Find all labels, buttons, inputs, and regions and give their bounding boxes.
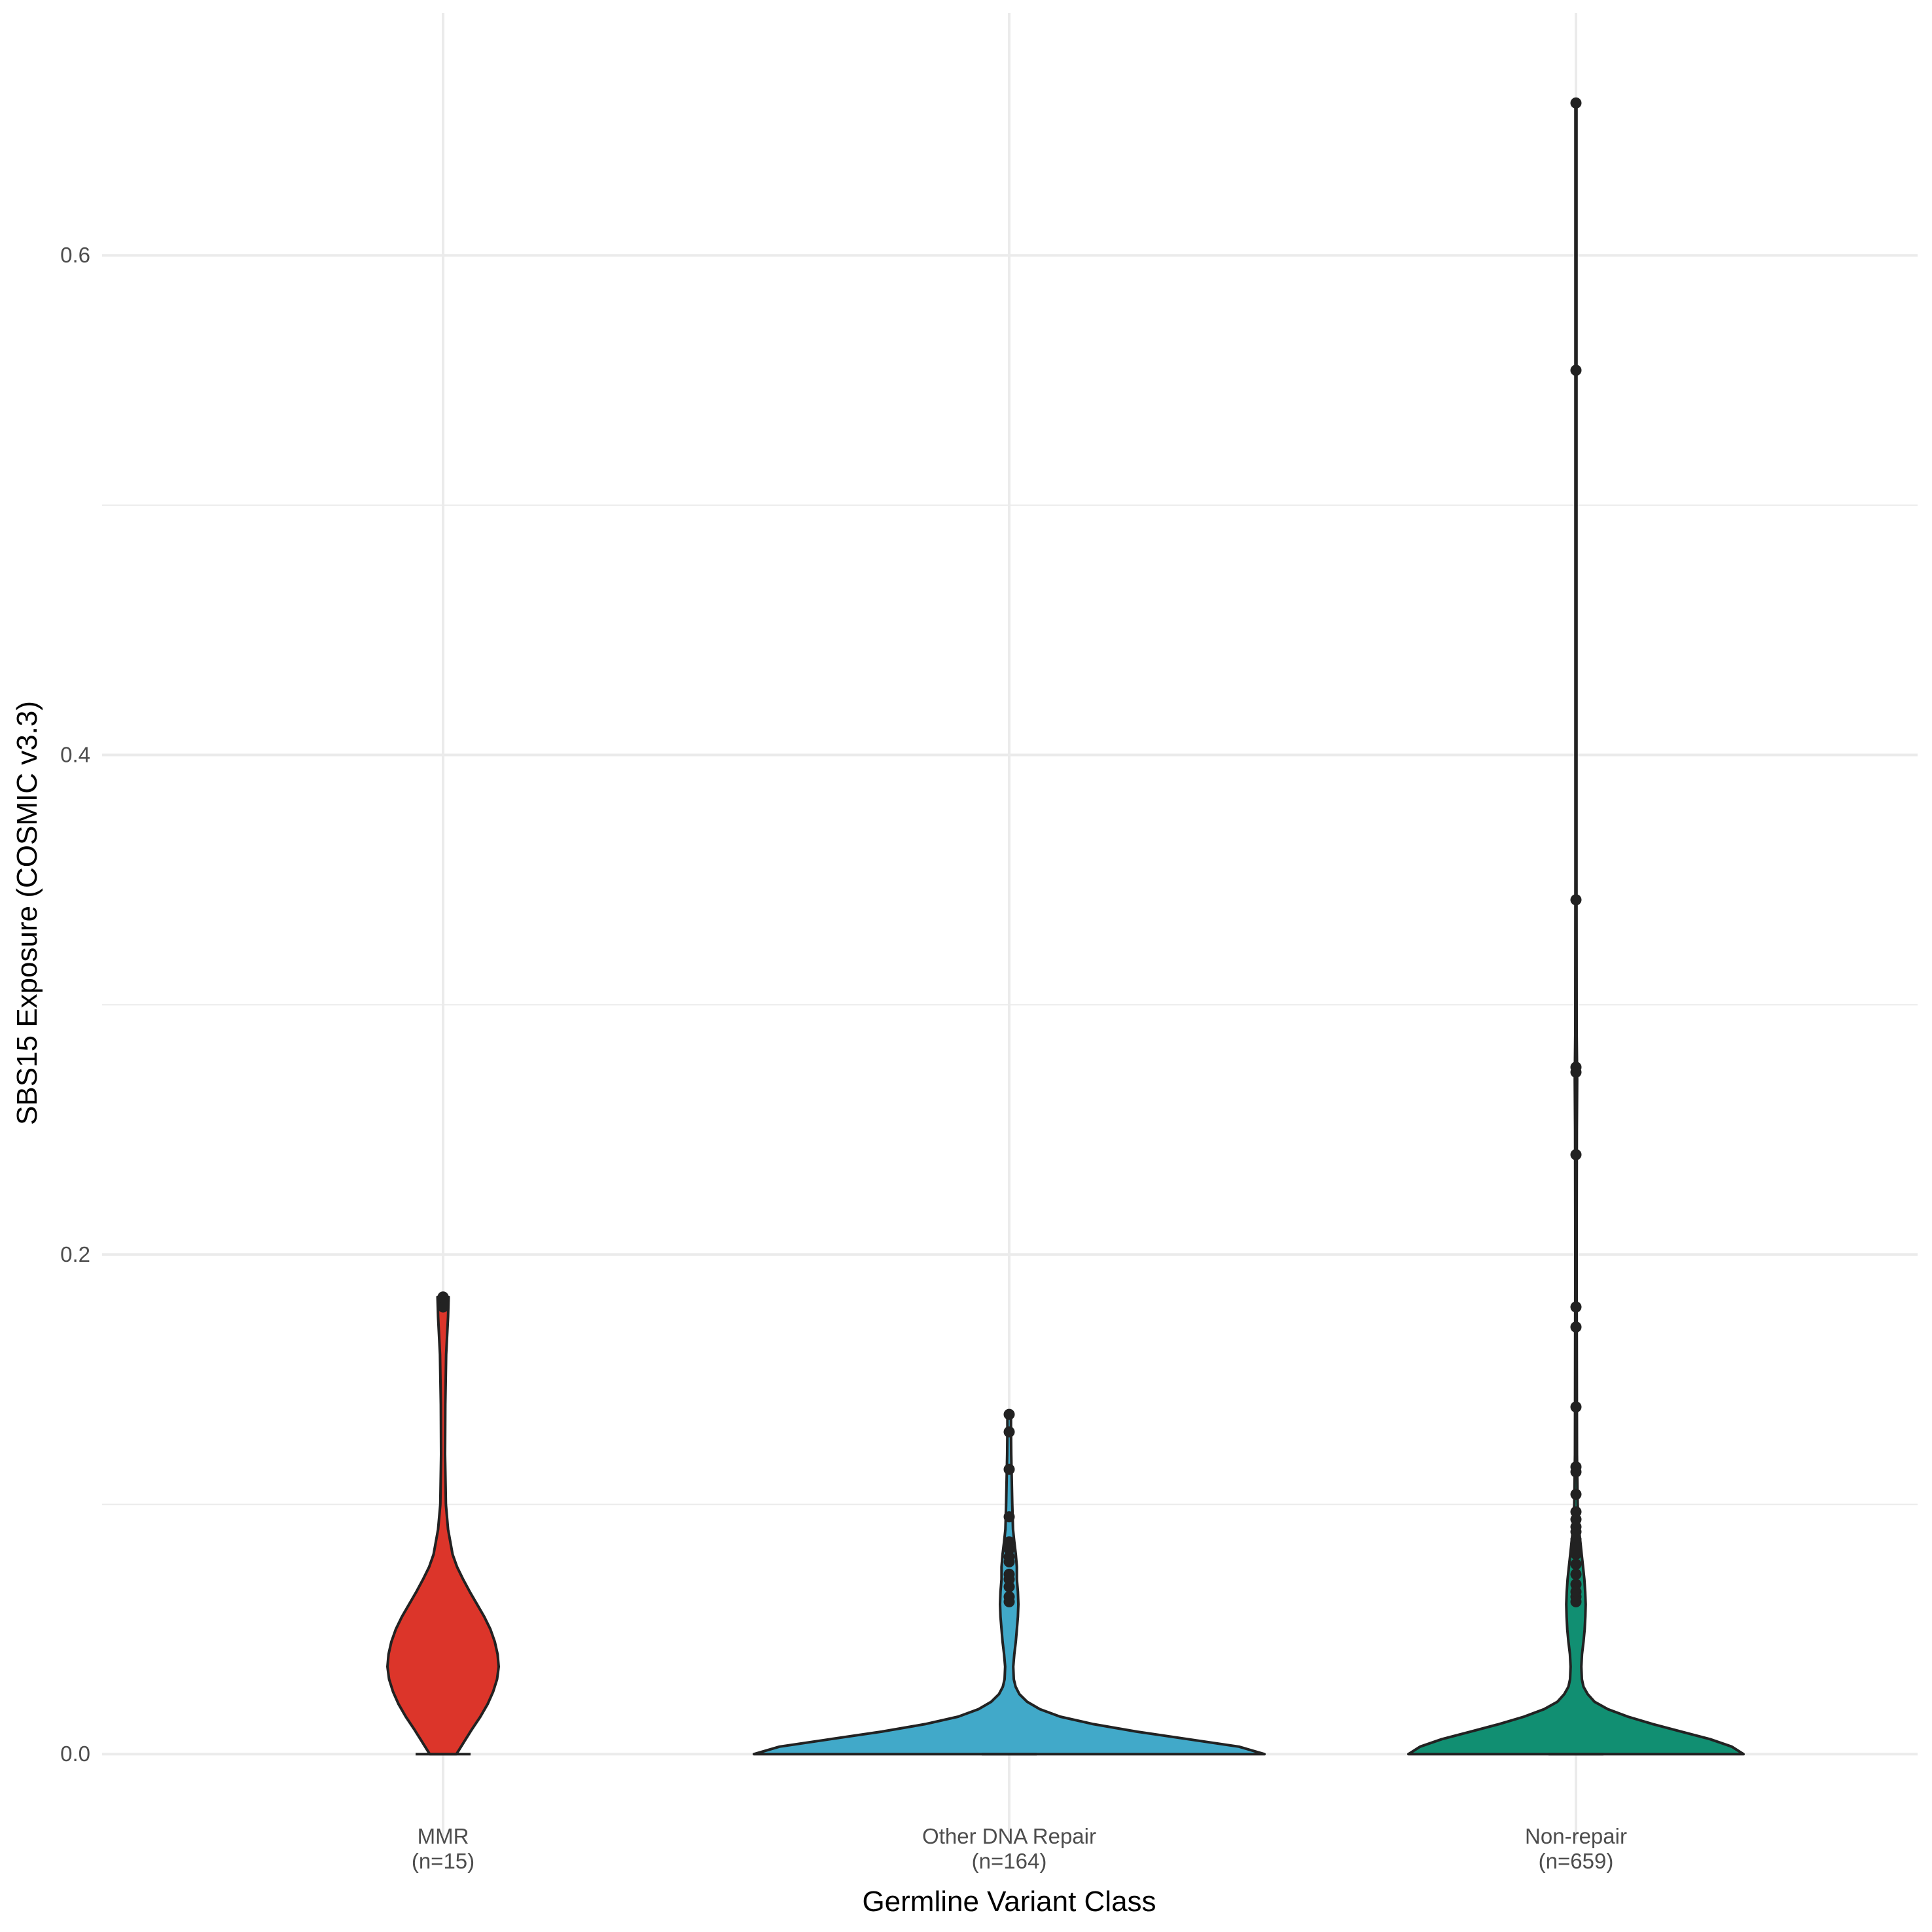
- y-tick-label: 0.4: [60, 743, 90, 767]
- x-tick-label-line1: Other DNA Repair: [922, 1824, 1096, 1848]
- outlier-point: [1570, 1466, 1582, 1478]
- x-tick-label-line2: (n=659): [1539, 1849, 1614, 1873]
- outlier-point: [1003, 1426, 1015, 1438]
- x-tick-label-line1: Non-repair: [1525, 1824, 1627, 1848]
- outlier-point: [1003, 1596, 1015, 1607]
- outlier-point: [1570, 1596, 1582, 1607]
- outlier-point: [1570, 365, 1582, 376]
- violin-layer: [386, 101, 1745, 1756]
- outlier-point: [1003, 1556, 1015, 1567]
- outlier-point: [1570, 1301, 1582, 1313]
- y-tick-label: 0.0: [60, 1742, 90, 1766]
- outlier-point: [1570, 1149, 1582, 1160]
- y-tick-label: 0.2: [60, 1242, 90, 1266]
- outlier-point: [1570, 1558, 1582, 1570]
- outlier-point: [1570, 1568, 1582, 1580]
- outlier-point: [1570, 1548, 1582, 1560]
- outlier-point: [1003, 1511, 1015, 1523]
- x-tick-labels: MMR(n=15) Other DNA Repair(n=164) Non-repa…: [412, 1824, 1627, 1873]
- y-tick-label: 0.6: [60, 243, 90, 267]
- outlier-point: [1570, 1066, 1582, 1078]
- y-axis-title: SBS15 Exposure (COSMIC v3.3): [11, 701, 43, 1125]
- outlier-point: [1570, 1321, 1582, 1333]
- outlier-point: [1003, 1463, 1015, 1475]
- x-axis-title: Germline Variant Class: [862, 1886, 1156, 1918]
- x-tick-label-line2: (n=164): [972, 1849, 1047, 1873]
- x-tick-label-line2: (n=15): [412, 1849, 474, 1873]
- outlier-point: [1570, 894, 1582, 906]
- outlier-point: [1003, 1581, 1015, 1593]
- point-layer: [437, 97, 1582, 1607]
- outlier-point: [1570, 97, 1582, 109]
- outlier-point: [437, 1301, 449, 1313]
- outlier-point: [1570, 1488, 1582, 1500]
- y-tick-labels: 0.0 0.2 0.4 0.6: [60, 243, 90, 1766]
- violin-mmr: [386, 1295, 500, 1756]
- outlier-point: [1003, 1408, 1015, 1420]
- outlier-point: [1570, 1401, 1582, 1413]
- x-tick-label-line1: MMR: [418, 1824, 469, 1848]
